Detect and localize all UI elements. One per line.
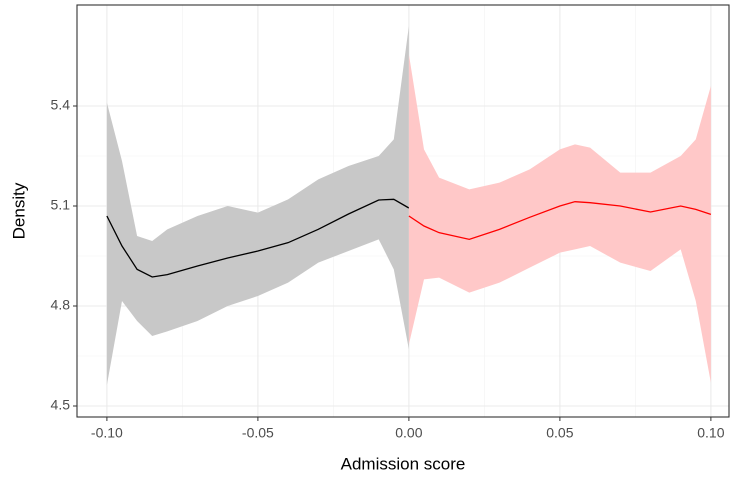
confidence-band xyxy=(106,26,409,385)
x-axis-title: Admission score xyxy=(341,454,466,473)
x-tick-label: -0.05 xyxy=(242,425,274,441)
plot-border xyxy=(76,4,730,418)
confidence-band xyxy=(408,54,711,383)
y-tick-label: 4.5 xyxy=(51,397,71,413)
fit-line xyxy=(408,201,712,241)
x-tick-label: 0.00 xyxy=(395,425,422,441)
x-tick-label: -0.10 xyxy=(91,425,123,441)
x-tick-label: 0.05 xyxy=(546,425,573,441)
fit-line xyxy=(106,198,410,278)
y-tick-label: 5.1 xyxy=(51,197,71,213)
y-tick-label: 4.8 xyxy=(51,297,71,313)
x-tick-label: 0.10 xyxy=(697,425,724,441)
y-tick-label: 5.4 xyxy=(51,97,71,113)
y-axis-title: Density xyxy=(9,182,28,239)
